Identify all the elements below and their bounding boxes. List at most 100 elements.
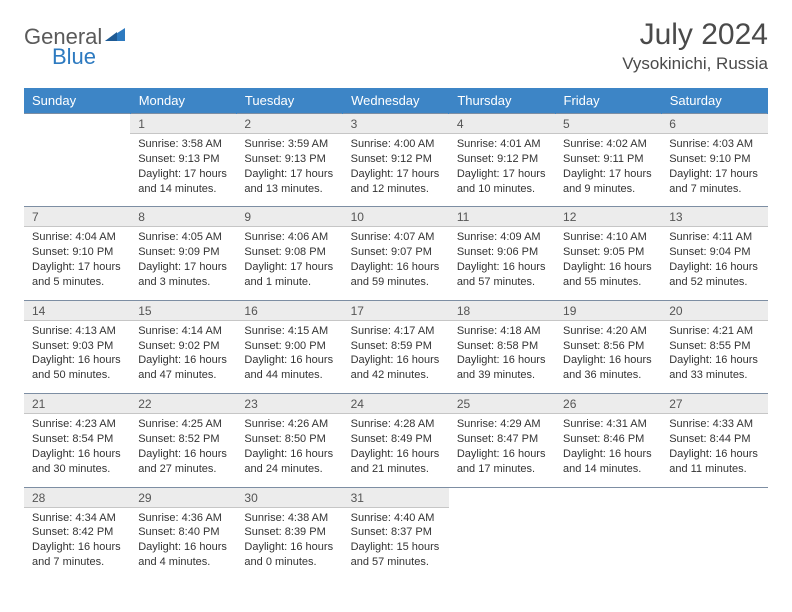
- daylight-line: Daylight: 16 hours and 24 minutes.: [244, 447, 334, 477]
- daylight-line: Daylight: 16 hours and 21 minutes.: [351, 447, 441, 477]
- day-number-cell: [449, 487, 555, 507]
- daylight-line: Daylight: 16 hours and 57 minutes.: [457, 260, 547, 290]
- day-content-cell: [24, 134, 130, 207]
- day-content-cell: Sunrise: 4:25 AMSunset: 8:52 PMDaylight:…: [130, 414, 236, 487]
- daylight-line: Daylight: 16 hours and 52 minutes.: [669, 260, 759, 290]
- daynum-row: 123456: [24, 114, 768, 134]
- day-content-cell: [555, 507, 661, 580]
- daylight-line: Daylight: 16 hours and 44 minutes.: [244, 353, 334, 383]
- daylight-line: Daylight: 17 hours and 12 minutes.: [351, 167, 441, 197]
- day-content-cell: Sunrise: 4:06 AMSunset: 9:08 PMDaylight:…: [236, 227, 342, 300]
- daylight-line: Daylight: 16 hours and 4 minutes.: [138, 540, 228, 570]
- sunset-line: Sunset: 9:10 PM: [669, 152, 759, 167]
- day-number-cell: 26: [555, 394, 661, 414]
- day-number-cell: 11: [449, 207, 555, 227]
- day-number-cell: [24, 114, 130, 134]
- sunset-line: Sunset: 8:47 PM: [457, 432, 547, 447]
- daylight-line: Daylight: 16 hours and 59 minutes.: [351, 260, 441, 290]
- day-content-cell: Sunrise: 4:11 AMSunset: 9:04 PMDaylight:…: [661, 227, 767, 300]
- weekday-friday: Friday: [555, 88, 661, 114]
- sunrise-line: Sunrise: 4:09 AM: [457, 230, 547, 245]
- day-number-cell: 21: [24, 394, 130, 414]
- sunset-line: Sunset: 8:49 PM: [351, 432, 441, 447]
- daylight-line: Daylight: 16 hours and 55 minutes.: [563, 260, 653, 290]
- sunset-line: Sunset: 9:11 PM: [563, 152, 653, 167]
- day-number-cell: 5: [555, 114, 661, 134]
- weekday-saturday: Saturday: [661, 88, 767, 114]
- sunset-line: Sunset: 9:10 PM: [32, 245, 122, 260]
- day-number-cell: 6: [661, 114, 767, 134]
- sunrise-line: Sunrise: 4:17 AM: [351, 324, 441, 339]
- day-content-cell: Sunrise: 4:36 AMSunset: 8:40 PMDaylight:…: [130, 507, 236, 580]
- sunset-line: Sunset: 9:13 PM: [244, 152, 334, 167]
- sunrise-line: Sunrise: 4:03 AM: [669, 137, 759, 152]
- sunrise-line: Sunrise: 4:25 AM: [138, 417, 228, 432]
- day-number-cell: 8: [130, 207, 236, 227]
- day-number-cell: 28: [24, 487, 130, 507]
- day-number-cell: 27: [661, 394, 767, 414]
- day-content-cell: Sunrise: 3:59 AMSunset: 9:13 PMDaylight:…: [236, 134, 342, 207]
- sunset-line: Sunset: 9:08 PM: [244, 245, 334, 260]
- day-number-cell: 4: [449, 114, 555, 134]
- weekday-thursday: Thursday: [449, 88, 555, 114]
- page-title: July 2024: [622, 18, 768, 52]
- day-number-cell: 2: [236, 114, 342, 134]
- sunset-line: Sunset: 9:07 PM: [351, 245, 441, 260]
- daylight-line: Daylight: 16 hours and 33 minutes.: [669, 353, 759, 383]
- sunrise-line: Sunrise: 4:31 AM: [563, 417, 653, 432]
- weekday-monday: Monday: [130, 88, 236, 114]
- sunrise-line: Sunrise: 4:18 AM: [457, 324, 547, 339]
- day-number-cell: 13: [661, 207, 767, 227]
- sunset-line: Sunset: 9:12 PM: [351, 152, 441, 167]
- daylight-line: Daylight: 16 hours and 47 minutes.: [138, 353, 228, 383]
- daylight-line: Daylight: 16 hours and 7 minutes.: [32, 540, 122, 570]
- sunrise-line: Sunrise: 4:36 AM: [138, 511, 228, 526]
- sunset-line: Sunset: 8:50 PM: [244, 432, 334, 447]
- daylight-line: Daylight: 16 hours and 50 minutes.: [32, 353, 122, 383]
- day-content-cell: Sunrise: 4:33 AMSunset: 8:44 PMDaylight:…: [661, 414, 767, 487]
- sunrise-line: Sunrise: 4:20 AM: [563, 324, 653, 339]
- sunrise-line: Sunrise: 4:29 AM: [457, 417, 547, 432]
- sunset-line: Sunset: 8:37 PM: [351, 525, 441, 540]
- day-number-cell: 14: [24, 300, 130, 320]
- sunset-line: Sunset: 9:00 PM: [244, 339, 334, 354]
- day-content-cell: Sunrise: 4:23 AMSunset: 8:54 PMDaylight:…: [24, 414, 130, 487]
- content-row: Sunrise: 4:34 AMSunset: 8:42 PMDaylight:…: [24, 507, 768, 580]
- daynum-row: 78910111213: [24, 207, 768, 227]
- sunrise-line: Sunrise: 4:10 AM: [563, 230, 653, 245]
- content-row: Sunrise: 4:13 AMSunset: 9:03 PMDaylight:…: [24, 320, 768, 393]
- day-number-cell: 18: [449, 300, 555, 320]
- daylight-line: Daylight: 16 hours and 14 minutes.: [563, 447, 653, 477]
- day-number-cell: 12: [555, 207, 661, 227]
- day-content-cell: Sunrise: 4:13 AMSunset: 9:03 PMDaylight:…: [24, 320, 130, 393]
- calendar-table: Sunday Monday Tuesday Wednesday Thursday…: [24, 88, 768, 580]
- daylight-line: Daylight: 17 hours and 3 minutes.: [138, 260, 228, 290]
- weekday-wednesday: Wednesday: [343, 88, 449, 114]
- sunrise-line: Sunrise: 4:01 AM: [457, 137, 547, 152]
- day-content-cell: Sunrise: 4:28 AMSunset: 8:49 PMDaylight:…: [343, 414, 449, 487]
- day-content-cell: Sunrise: 4:02 AMSunset: 9:11 PMDaylight:…: [555, 134, 661, 207]
- day-content-cell: Sunrise: 4:15 AMSunset: 9:00 PMDaylight:…: [236, 320, 342, 393]
- weekday-sunday: Sunday: [24, 88, 130, 114]
- day-content-cell: Sunrise: 4:21 AMSunset: 8:55 PMDaylight:…: [661, 320, 767, 393]
- sunset-line: Sunset: 8:55 PM: [669, 339, 759, 354]
- sunrise-line: Sunrise: 4:04 AM: [32, 230, 122, 245]
- sunset-line: Sunset: 8:46 PM: [563, 432, 653, 447]
- sunrise-line: Sunrise: 4:05 AM: [138, 230, 228, 245]
- content-row: Sunrise: 4:23 AMSunset: 8:54 PMDaylight:…: [24, 414, 768, 487]
- day-content-cell: Sunrise: 4:05 AMSunset: 9:09 PMDaylight:…: [130, 227, 236, 300]
- logo-word-2: Blue: [52, 44, 96, 70]
- day-content-cell: Sunrise: 4:26 AMSunset: 8:50 PMDaylight:…: [236, 414, 342, 487]
- sunrise-line: Sunrise: 4:34 AM: [32, 511, 122, 526]
- daylight-line: Daylight: 16 hours and 30 minutes.: [32, 447, 122, 477]
- daylight-line: Daylight: 17 hours and 13 minutes.: [244, 167, 334, 197]
- day-content-cell: Sunrise: 3:58 AMSunset: 9:13 PMDaylight:…: [130, 134, 236, 207]
- sunset-line: Sunset: 8:58 PM: [457, 339, 547, 354]
- sunrise-line: Sunrise: 4:28 AM: [351, 417, 441, 432]
- sunrise-line: Sunrise: 4:06 AM: [244, 230, 334, 245]
- sunrise-line: Sunrise: 4:26 AM: [244, 417, 334, 432]
- day-content-cell: Sunrise: 4:17 AMSunset: 8:59 PMDaylight:…: [343, 320, 449, 393]
- sunset-line: Sunset: 8:54 PM: [32, 432, 122, 447]
- sunrise-line: Sunrise: 4:23 AM: [32, 417, 122, 432]
- day-number-cell: 22: [130, 394, 236, 414]
